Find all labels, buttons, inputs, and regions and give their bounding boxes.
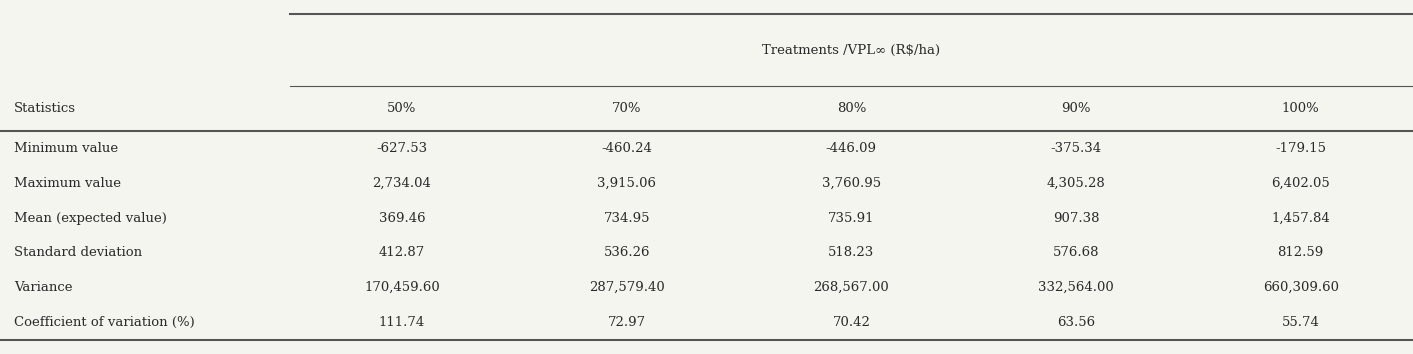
Text: Statistics: Statistics [14,102,76,115]
Text: 80%: 80% [836,102,866,115]
Text: 735.91: 735.91 [828,212,875,225]
Text: 536.26: 536.26 [603,246,650,259]
Text: 2,734.04: 2,734.04 [373,177,431,190]
Text: 3,915.06: 3,915.06 [598,177,656,190]
Text: 6,402.05: 6,402.05 [1272,177,1330,190]
Text: 72.97: 72.97 [608,316,646,329]
Text: 907.38: 907.38 [1053,212,1099,225]
Text: 70%: 70% [612,102,642,115]
Text: 812.59: 812.59 [1277,246,1324,259]
Text: 734.95: 734.95 [603,212,650,225]
Text: Treatments /VPL∞ (R$/ha): Treatments /VPL∞ (R$/ha) [762,44,941,57]
Text: Variance: Variance [14,281,72,294]
Text: 1,457.84: 1,457.84 [1272,212,1330,225]
Text: 660,309.60: 660,309.60 [1263,281,1338,294]
Text: 55.74: 55.74 [1282,316,1320,329]
Text: 50%: 50% [387,102,417,115]
Text: 518.23: 518.23 [828,246,875,259]
Text: Mean (expected value): Mean (expected value) [14,212,167,225]
Text: 90%: 90% [1061,102,1091,115]
Text: 170,459.60: 170,459.60 [365,281,439,294]
Text: -179.15: -179.15 [1275,142,1327,155]
Text: 70.42: 70.42 [832,316,870,329]
Text: Standard deviation: Standard deviation [14,246,143,259]
Text: -446.09: -446.09 [825,142,877,155]
Text: 369.46: 369.46 [379,212,425,225]
Text: 100%: 100% [1282,102,1320,115]
Text: 412.87: 412.87 [379,246,425,259]
Text: -627.53: -627.53 [376,142,428,155]
Text: Maximum value: Maximum value [14,177,122,190]
Text: 111.74: 111.74 [379,316,425,329]
Text: Coefficient of variation (%): Coefficient of variation (%) [14,316,195,329]
Text: 3,760.95: 3,760.95 [822,177,880,190]
Text: 332,564.00: 332,564.00 [1039,281,1113,294]
Text: Minimum value: Minimum value [14,142,119,155]
Text: 576.68: 576.68 [1053,246,1099,259]
Text: 4,305.28: 4,305.28 [1047,177,1105,190]
Text: -375.34: -375.34 [1050,142,1102,155]
Text: 268,567.00: 268,567.00 [814,281,889,294]
Text: -460.24: -460.24 [601,142,653,155]
Text: 63.56: 63.56 [1057,316,1095,329]
Text: 287,579.40: 287,579.40 [589,281,664,294]
